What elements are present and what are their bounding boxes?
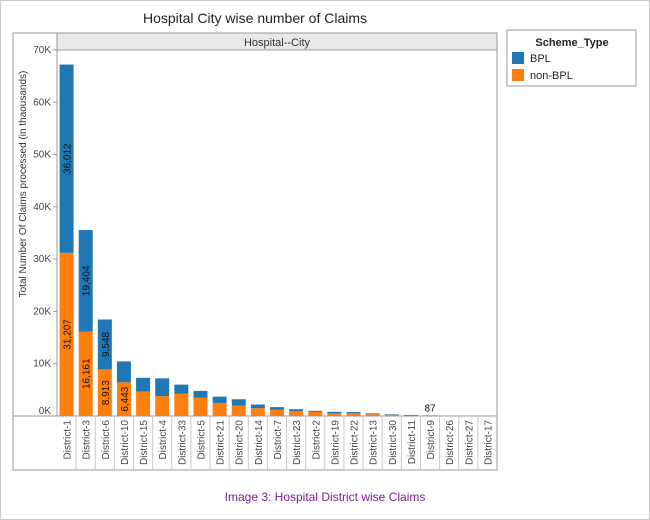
legend-box xyxy=(506,29,637,87)
bar-non-bpl-district-22 xyxy=(346,413,361,416)
bar-bpl-district-33 xyxy=(174,384,189,394)
bar-bpl-district-5 xyxy=(193,390,208,398)
x-tick-label: District-15 xyxy=(139,420,150,465)
bar-bpl-district-11 xyxy=(403,414,418,416)
data-label-bpl-district-1: 36,012 xyxy=(63,143,74,174)
x-tick-label: District-13 xyxy=(369,420,380,465)
figure-caption: Image 3: Hospital District wise Claims xyxy=(224,490,426,504)
bar-non-bpl-district-20 xyxy=(231,405,246,416)
x-tick-label: District-14 xyxy=(254,420,265,465)
bar-non-bpl-district-15 xyxy=(136,391,151,416)
bar-non-bpl-district-19 xyxy=(327,413,342,416)
x-tick-label: District-10 xyxy=(120,420,131,465)
data-label-non-bpl-district-10: 6,443 xyxy=(120,386,131,411)
bar-bpl-district-1 xyxy=(59,64,74,253)
bar-bpl-district-14 xyxy=(250,404,265,409)
bar-non-bpl-district-7 xyxy=(270,409,284,416)
bar-non-bpl-district-2 xyxy=(308,411,323,416)
x-tick-label: District-17 xyxy=(483,420,494,465)
bar-bpl-district-22 xyxy=(346,412,361,414)
x-tick-label: District-20 xyxy=(235,420,246,465)
x-tick-label: District-11 xyxy=(407,420,418,465)
legend-label-bpl: BPL xyxy=(530,53,551,65)
bar-non-bpl-district-30 xyxy=(384,414,399,416)
data-label-non-bpl-district-3: 16,161 xyxy=(82,358,93,389)
data-label-total-district-9: 87 xyxy=(424,404,436,415)
y-tick-label: 30K xyxy=(33,254,51,265)
legend-title: Scheme_Type xyxy=(535,37,608,49)
bar-non-bpl-district-5 xyxy=(193,397,208,416)
bar-bpl-district-10 xyxy=(116,361,131,383)
y-tick-label: 40K xyxy=(33,202,51,213)
bar-non-bpl-district-3 xyxy=(78,331,93,416)
bar-non-bpl-district-10 xyxy=(116,382,131,416)
y-axis: 0K 10K 20K 30K 40K 50K 60K 70K xyxy=(33,45,57,417)
bar-non-bpl-district-23 xyxy=(289,411,304,416)
bar-bpl-district-19 xyxy=(327,411,342,414)
bar-bpl-district-15 xyxy=(136,377,151,392)
y-tick-label: 70K xyxy=(33,45,51,56)
chart-title: Hospital City wise number of Claims xyxy=(143,10,367,26)
x-tick-label: District-1 xyxy=(63,420,74,460)
bars: 31,207 36,012 16,161 19,404 8,913 9,548 6,443 8… xyxy=(59,64,438,416)
y-axis-title: Total Number Of Claims processed (in tha… xyxy=(18,71,29,298)
x-tick-label: District-33 xyxy=(177,420,188,465)
bar-non-bpl-district-13 xyxy=(365,414,380,416)
x-tick-label: District-3 xyxy=(82,420,93,460)
legend: Scheme_Type BPL non-BPL xyxy=(506,29,637,87)
x-tick-label: District-6 xyxy=(101,420,112,460)
y-tick-label: 20K xyxy=(33,306,51,317)
bar-bpl-district-21 xyxy=(212,396,227,403)
y-tick-label: 50K xyxy=(33,150,51,161)
x-tick-label: District-19 xyxy=(330,420,341,465)
bar-bpl-district-13 xyxy=(365,413,380,415)
x-tick-label: District-26 xyxy=(445,420,456,465)
bar-non-bpl-district-33 xyxy=(174,393,189,416)
bar-bpl-district-23 xyxy=(289,409,304,412)
x-tick-label: District-5 xyxy=(196,420,207,460)
x-tick-label: District-21 xyxy=(216,420,227,465)
legend-swatch-non-bpl xyxy=(512,69,524,81)
x-axis-labels: District-1 District-3 District-6 District-1… xyxy=(63,416,494,470)
bar-bpl-district-20 xyxy=(231,399,246,406)
bar-bpl-district-3 xyxy=(78,230,93,332)
bar-bpl-district-7 xyxy=(270,407,284,410)
bar-bpl-district-6 xyxy=(97,319,112,370)
legend-swatch-bpl xyxy=(512,52,524,64)
x-tick-label: District-4 xyxy=(158,420,169,460)
plot-frame xyxy=(12,32,498,471)
x-tick-label: District-7 xyxy=(273,420,284,460)
bar-non-bpl-district-6 xyxy=(97,369,112,416)
facet-header: Hospital--City xyxy=(244,37,311,49)
bar-bpl-district-2 xyxy=(308,410,323,412)
y-tick-label: 0K xyxy=(39,406,52,417)
data-label-non-bpl-district-6: 8,913 xyxy=(101,380,112,405)
data-label-bpl-district-6: 9,548 xyxy=(101,331,112,356)
bar-bpl-district-4 xyxy=(155,378,170,397)
x-tick-label: District-2 xyxy=(311,420,322,460)
data-label-non-bpl-district-1: 31,207 xyxy=(63,319,74,350)
legend-label-non-bpl: non-BPL xyxy=(530,70,573,82)
x-tick-label: District-23 xyxy=(292,420,303,465)
bar-non-bpl-district-14 xyxy=(250,408,265,416)
y-tick-label: 10K xyxy=(33,359,51,370)
bar-non-bpl-district-21 xyxy=(212,402,227,416)
bar-non-bpl-district-4 xyxy=(155,396,170,416)
facet-header-bar xyxy=(56,32,498,51)
x-tick-label: District-30 xyxy=(388,420,399,465)
y-tick-label: 60K xyxy=(33,97,51,108)
x-tick-label: District-9 xyxy=(426,420,437,460)
bar-non-bpl-district-1 xyxy=(59,252,74,416)
x-tick-label: District-27 xyxy=(464,420,475,465)
bar-non-bpl-district-11 xyxy=(403,415,418,416)
data-label-bpl-district-3: 19,404 xyxy=(82,265,93,296)
bar-bpl-district-30 xyxy=(384,414,399,415)
x-tick-label: District-22 xyxy=(350,420,361,465)
